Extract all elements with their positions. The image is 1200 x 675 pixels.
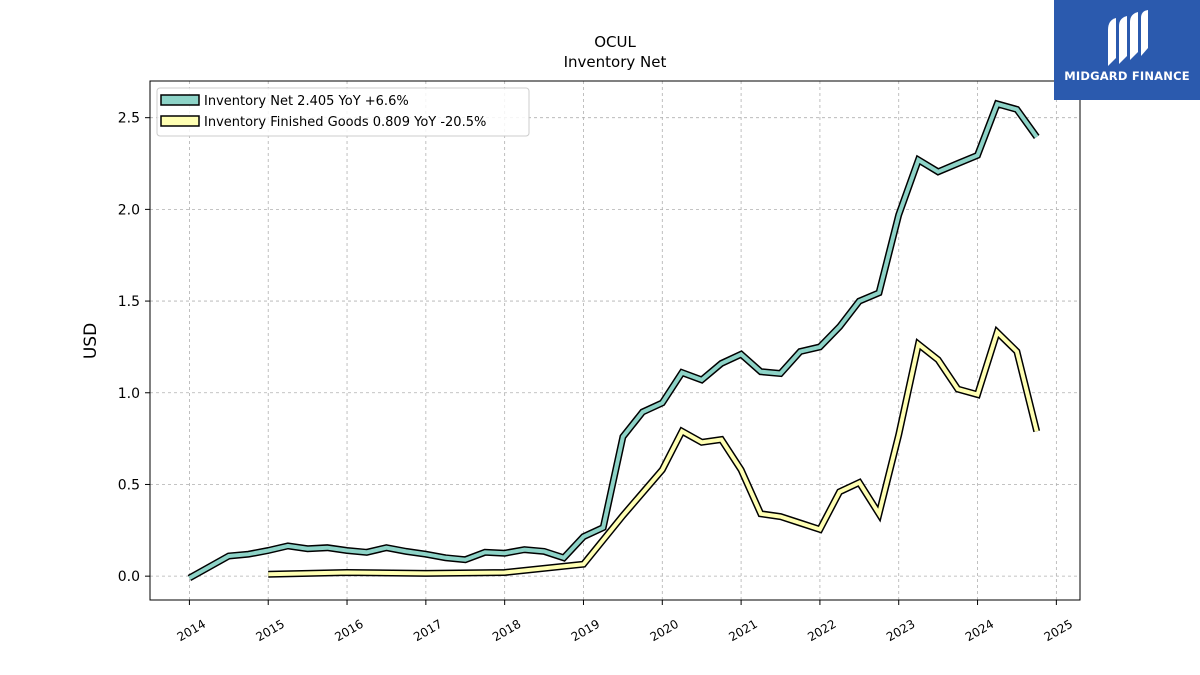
series-outline [268,325,1041,578]
x-tick-label: 2019 [569,617,602,644]
y-tick-label: 1.5 [118,294,140,310]
series-line-1 [268,325,1041,578]
legend-label: Inventory Net 2.405 YoY +6.6% [204,94,409,109]
x-tick-label: 2014 [175,617,208,644]
x-tick-label: 2015 [253,617,286,644]
legend-swatch [160,115,200,127]
axis-ticks: 2014 2015 2016 2017 2018 2019 2020 2021 2022 2023… [118,111,1075,645]
midgard-finance-logo: MIDGARD FINANCE [1054,0,1200,100]
x-tick-label: 2025 [1042,617,1075,644]
series-stroke [268,328,1039,577]
x-tick-label: 2016 [332,617,365,644]
chart-title: OCUL [594,33,636,51]
y-tick-label: 0.0 [118,569,140,585]
logo-text: MIDGARD FINANCE [1064,69,1190,83]
y-tick-label: 1.0 [118,386,140,402]
legend-label: Inventory Finished Goods 0.809 YoY -20.5… [204,115,486,130]
legend-swatch [160,94,200,106]
legend: Inventory Net 2.405 YoY +6.6% Inventory F… [156,87,530,137]
y-tick-label: 0.5 [118,477,140,493]
x-tick-label: 2023 [884,617,917,644]
x-tick-label: 2018 [490,617,523,644]
x-tick-label: 2017 [411,617,444,644]
x-tick-label: 2020 [648,617,681,644]
y-tick-label: 2.0 [118,202,140,218]
midgard-logo-icon [1108,10,1148,66]
y-tick-label: 2.5 [118,111,140,127]
series-layer [187,99,1041,582]
series-line-0 [187,99,1040,582]
plot-frame [149,80,1081,601]
series-stroke [188,101,1039,580]
x-tick-label: 2021 [726,617,759,644]
chart-subtitle: Inventory Net [564,53,667,71]
x-tick-label: 2024 [963,617,996,644]
series-outline [187,99,1040,582]
y-axis-label: USD [81,323,101,359]
x-tick-label: 2022 [805,617,838,644]
legend-box [156,87,530,137]
